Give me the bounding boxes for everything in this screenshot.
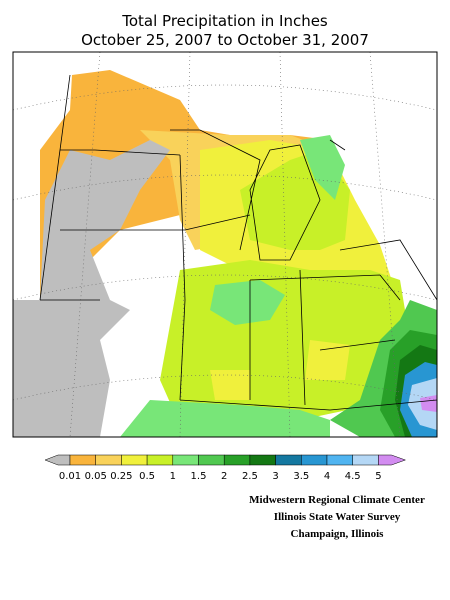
legend-swatch <box>95 454 122 466</box>
legend-label: 2 <box>221 471 227 482</box>
graticule <box>12 51 438 438</box>
legend: 0.01 0.05 0.25 0.5 1 1.5 2 2.5 3 3.5 4 4.5 5 <box>44 454 407 482</box>
map <box>12 51 438 438</box>
legend-label: 3.5 <box>293 471 309 482</box>
region <box>13 140 170 437</box>
legend-label: 0.5 <box>139 471 155 482</box>
legend-label: 0.01 <box>59 471 81 482</box>
region <box>420 395 437 412</box>
legend-swatch <box>146 454 174 466</box>
legend-label: 1.5 <box>191 471 207 482</box>
legend-swatch <box>249 454 276 466</box>
region <box>210 280 285 325</box>
legend-label: 0.25 <box>110 471 132 482</box>
map-frame <box>12 51 438 438</box>
legend-swatch <box>44 454 71 466</box>
credit-line: Midwestern Regional Climate Center <box>249 494 425 506</box>
credit-line: Illinois State Water Survey <box>274 511 401 523</box>
region <box>300 135 345 200</box>
legend-label: 2.5 <box>242 471 258 482</box>
legend-swatch <box>172 454 199 466</box>
legend-swatch <box>69 454 96 466</box>
legend-swatch <box>121 454 148 466</box>
legend-label: 0.05 <box>85 471 107 482</box>
credit-line: Champaign, Illinois <box>291 528 385 540</box>
legend-label: 4.5 <box>345 471 361 482</box>
region <box>120 400 330 437</box>
legend-swatch <box>223 454 251 466</box>
region <box>305 340 350 380</box>
legend-swatch <box>352 454 379 466</box>
legend-label: 1 <box>170 471 176 482</box>
legend-label: 5 <box>375 471 381 482</box>
title-line: October 25, 2007 to October 31, 2007 <box>81 31 369 49</box>
state-boundary <box>39 74 438 411</box>
legend-swatch <box>378 454 407 466</box>
legend-swatch <box>275 454 302 466</box>
legend-swatch <box>198 454 225 466</box>
legend-swatch <box>326 454 353 466</box>
region <box>210 370 250 400</box>
legend-label: 3 <box>272 471 278 482</box>
legend-swatch <box>301 454 328 466</box>
legend-label: 4 <box>324 471 330 482</box>
title-line: Total Precipitation in Inches <box>121 12 328 30</box>
